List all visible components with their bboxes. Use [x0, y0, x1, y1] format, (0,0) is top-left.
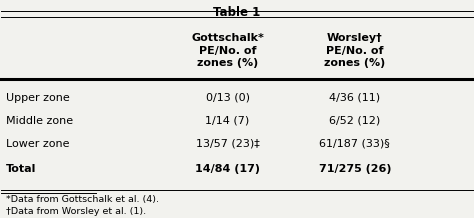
- Text: 4/36 (11): 4/36 (11): [329, 93, 380, 103]
- Text: †Data from Worsley et al. (1).: †Data from Worsley et al. (1).: [6, 207, 146, 216]
- Text: Total: Total: [6, 164, 36, 174]
- Text: Gottschalk*
PE/No. of
zones (%): Gottschalk* PE/No. of zones (%): [191, 33, 264, 68]
- Text: 1/14 (7): 1/14 (7): [205, 116, 250, 126]
- Text: 61/187 (33)§: 61/187 (33)§: [319, 139, 390, 149]
- Text: *Data from Gottschalk et al. (4).: *Data from Gottschalk et al. (4).: [6, 195, 159, 204]
- Text: Table 1: Table 1: [213, 6, 261, 19]
- Text: Upper zone: Upper zone: [6, 93, 70, 103]
- Text: Middle zone: Middle zone: [6, 116, 73, 126]
- Text: 0/13 (0): 0/13 (0): [206, 93, 250, 103]
- Text: 14/84 (17): 14/84 (17): [195, 164, 260, 174]
- Text: Lower zone: Lower zone: [6, 139, 70, 149]
- Text: 13/57 (23)‡: 13/57 (23)‡: [196, 139, 259, 149]
- Text: 71/275 (26): 71/275 (26): [319, 164, 391, 174]
- Text: 6/52 (12): 6/52 (12): [329, 116, 381, 126]
- Text: Worsley†
PE/No. of
zones (%): Worsley† PE/No. of zones (%): [324, 33, 385, 68]
